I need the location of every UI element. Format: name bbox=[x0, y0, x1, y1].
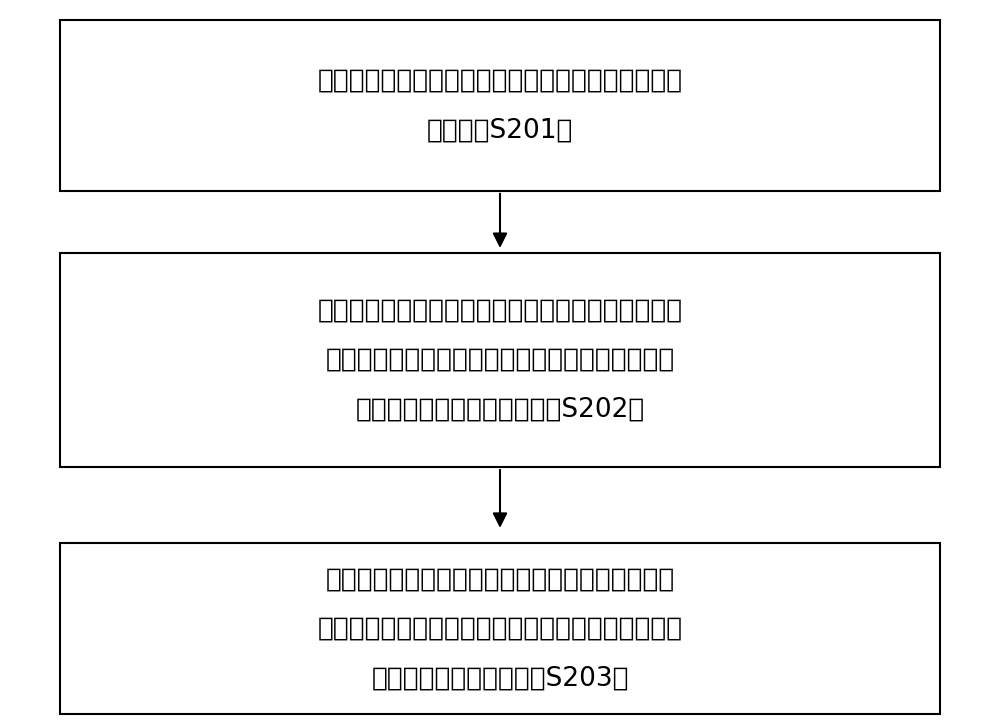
Text: 将在所述各个频段之中的第一特定频段下的能量幅: 将在所述各个频段之中的第一特定频段下的能量幅 bbox=[325, 566, 675, 593]
Text: 内的各个频段下的能量幅值（S202）: 内的各个频段下的能量幅值（S202） bbox=[355, 396, 645, 422]
Text: 值作为：所述风力发电机组的振动信号在叶轮的一倍: 值作为：所述风力发电机组的振动信号在叶轮的一倍 bbox=[317, 616, 683, 642]
Text: 得到所述风力发电机组的振动信号在预设频率范围: 得到所述风力发电机组的振动信号在预设频率范围 bbox=[325, 347, 675, 373]
FancyBboxPatch shape bbox=[60, 20, 940, 190]
Text: 基于获取的运行数据，确定叶轮的一倍旋转频率所属: 基于获取的运行数据，确定叶轮的一倍旋转频率所属 bbox=[317, 68, 683, 94]
FancyBboxPatch shape bbox=[60, 544, 940, 714]
FancyBboxPatch shape bbox=[60, 252, 940, 467]
Text: 的频段（S201）: 的频段（S201） bbox=[427, 117, 573, 143]
Text: 旋转频率下的能量幅值（S203）: 旋转频率下的能量幅值（S203） bbox=[371, 665, 629, 691]
Text: 通过对所述风力发电机组的振动信号进行频谱分析，: 通过对所述风力发电机组的振动信号进行频谱分析， bbox=[317, 297, 683, 324]
